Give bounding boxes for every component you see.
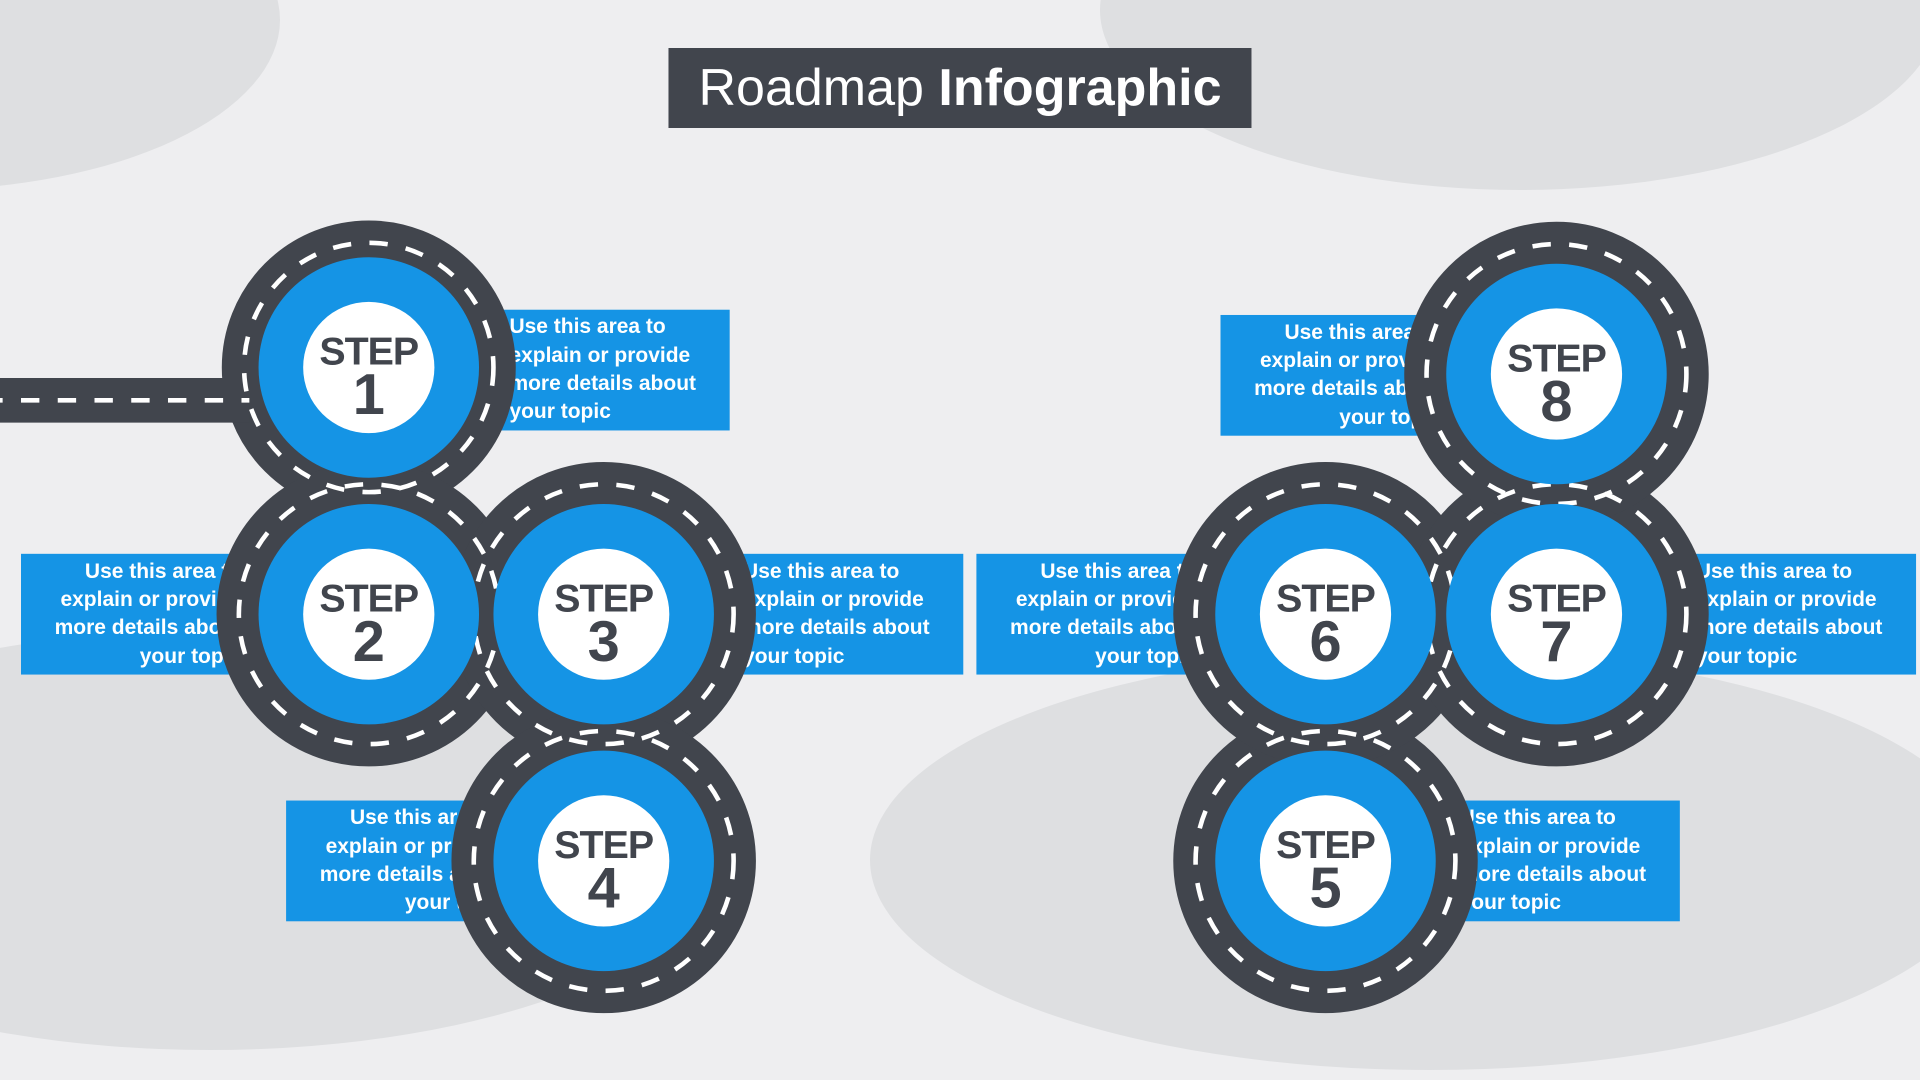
title-regular: Roadmap — [698, 59, 938, 117]
background — [0, 0, 1920, 1080]
title-bold: Infographic — [938, 59, 1221, 117]
title-bar: Roadmap Infographic — [668, 48, 1251, 128]
